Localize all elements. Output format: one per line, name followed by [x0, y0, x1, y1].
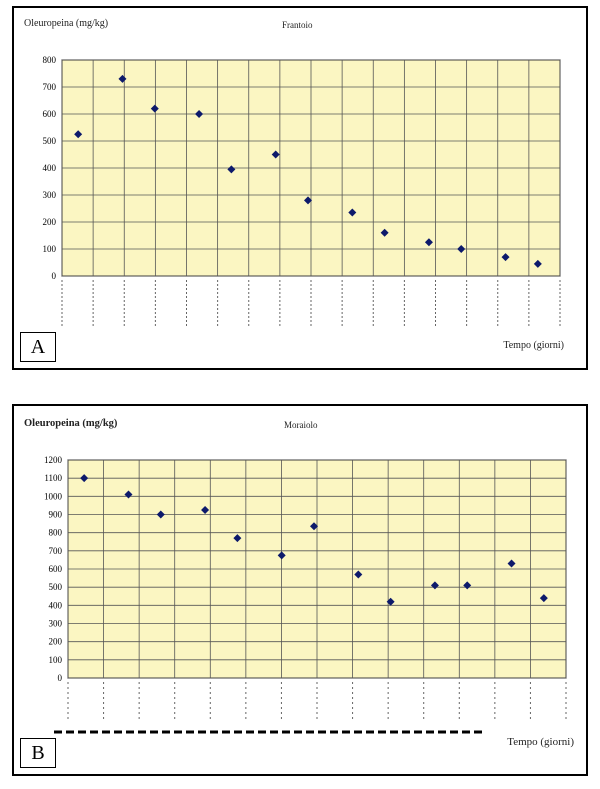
y-tick-label: 300 — [43, 190, 57, 200]
chart-b-svg: 0 100 200 300 400 500 600 700 800 900 1000 1100 1200 — [44, 455, 567, 734]
chart-b-title: Moraiolo — [284, 420, 318, 430]
data-point — [277, 551, 286, 560]
chart-panel-b: 0 100 200 300 400 500 600 700 800 900 1000 1100 1200… — [12, 404, 588, 776]
data-point — [501, 253, 510, 262]
y-tick-label: 500 — [49, 582, 63, 592]
y-tick-label: 700 — [49, 546, 63, 556]
y-tick-label: 700 — [43, 82, 57, 92]
data-point — [150, 104, 159, 113]
data-point — [156, 510, 165, 519]
data-point — [304, 196, 312, 205]
data-point — [380, 228, 389, 237]
y-tick-label: 400 — [43, 163, 57, 173]
data-point — [80, 474, 89, 483]
y-tick-label: 100 — [43, 244, 57, 254]
y-tick-label: 600 — [43, 109, 57, 119]
y-tick-label: 0 — [52, 271, 57, 281]
chart-a-ylabel: Oleuropeina (mg/kg) — [24, 18, 109, 29]
y-tick-label: 500 — [43, 136, 57, 146]
chart-b-ylabel: Oleuropeina (mg/kg) — [24, 418, 118, 429]
y-tick-label: 400 — [49, 600, 63, 610]
data-point — [310, 522, 318, 531]
y-tick-label: 0 — [58, 673, 63, 683]
data-point — [430, 581, 439, 590]
data-point — [507, 559, 516, 568]
y-tick-label: 900 — [49, 510, 63, 520]
y-tick-label: 800 — [49, 528, 63, 538]
data-point — [539, 594, 548, 603]
data-point — [74, 130, 83, 139]
data-point — [386, 597, 395, 606]
data-point — [271, 150, 280, 159]
data-point — [227, 165, 236, 174]
y-tick-label: 1000 — [44, 491, 63, 501]
data-point — [124, 490, 133, 499]
data-point — [118, 74, 127, 83]
y-tick-label: 300 — [49, 619, 63, 629]
y-tick-label: 200 — [49, 637, 63, 647]
y-tick-label: 1200 — [44, 455, 63, 465]
data-point — [463, 581, 472, 590]
y-tick-label: 600 — [49, 564, 63, 574]
data-point — [348, 208, 357, 217]
data-point — [354, 570, 363, 579]
y-tick-label: 100 — [49, 655, 63, 665]
chart-panel-a: 0 100 200 300 400 500 600 700 800 Oleuropeina (m… — [12, 6, 588, 370]
chart-a-svg: 0 100 200 300 400 500 600 700 800 — [43, 55, 561, 326]
data-point — [533, 259, 542, 268]
panel-b-tag: B — [20, 738, 56, 768]
data-point — [457, 245, 466, 253]
y-tick-label: 200 — [43, 217, 57, 227]
data-point — [233, 534, 242, 543]
chart-a-title: Frantoio — [282, 20, 313, 30]
data-point — [201, 505, 210, 514]
chart-b-xlabel: Tempo (giorni) — [507, 736, 574, 748]
y-tick-label: 1100 — [44, 473, 62, 483]
data-point — [424, 238, 433, 247]
data-point — [195, 110, 204, 118]
y-tick-label: 800 — [43, 55, 57, 65]
chart-a-xlabel: Tempo (giorni) — [503, 340, 564, 351]
panel-a-tag: A — [20, 332, 56, 362]
